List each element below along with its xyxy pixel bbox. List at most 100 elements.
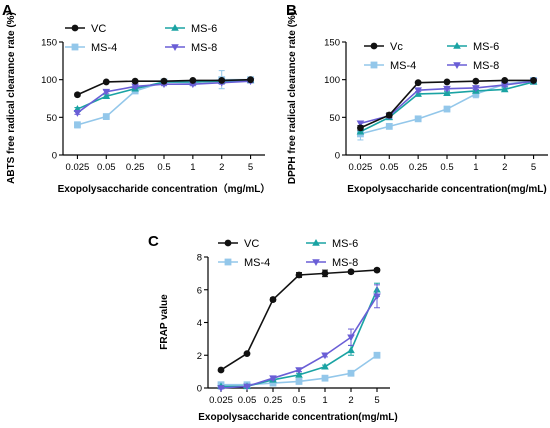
- legend-entry-ms-4: MS-4: [364, 60, 416, 72]
- x-tick-label: 1: [473, 162, 478, 173]
- data-point: [530, 77, 537, 84]
- data-point: [347, 334, 355, 342]
- legend-entry-ms-8: MS-8: [306, 257, 358, 269]
- legend-swatch-marker: [312, 239, 320, 246]
- data-point: [321, 352, 329, 360]
- x-tick-label: 0.25: [264, 395, 283, 406]
- legend-label: MS-6: [473, 41, 499, 53]
- data-point: [321, 269, 329, 277]
- x-tick-label: 5: [374, 395, 379, 406]
- data-point: [102, 113, 110, 120]
- data-point: [295, 378, 303, 385]
- legend-entry-vc: VC: [65, 23, 106, 35]
- legend-label: MS-6: [191, 23, 217, 35]
- data-point: [131, 83, 139, 91]
- data-point: [269, 375, 277, 383]
- y-axis-label: DPPH free radical clearance rate (%): [287, 12, 298, 184]
- legend-swatch-marker: [453, 62, 461, 69]
- data-point: [385, 111, 393, 119]
- data-point: [74, 121, 81, 129]
- data-point: [443, 105, 451, 113]
- data-point: [347, 369, 355, 377]
- panel-label-a: A: [2, 2, 13, 19]
- data-point: [243, 350, 251, 358]
- legend-entry-ms-6: MS-6: [165, 23, 217, 35]
- x-tick-label: 0.5: [157, 162, 170, 173]
- x-tick-label: 2: [348, 395, 353, 406]
- data-point: [269, 379, 277, 387]
- y-tick-label: 150: [41, 38, 57, 49]
- data-point: [102, 88, 111, 96]
- legend-swatch-marker: [224, 258, 232, 266]
- legend-label: Vc: [390, 41, 403, 53]
- legend-entry-ms-6: MS-6: [306, 238, 358, 250]
- legend-label: MS-8: [332, 257, 358, 269]
- legend-entry-ms-8: MS-8: [165, 42, 217, 54]
- legend-label: MS-6: [332, 238, 358, 250]
- legend-swatch-marker: [171, 44, 179, 51]
- data-point: [102, 78, 110, 86]
- x-tick-label: 0.025: [209, 395, 233, 406]
- data-point: [74, 91, 81, 99]
- series-vc: [357, 77, 537, 132]
- data-point: [500, 82, 509, 89]
- series-vc: [217, 266, 381, 374]
- x-tick-label: 5: [248, 162, 253, 173]
- data-point: [189, 77, 197, 84]
- data-point: [472, 77, 480, 85]
- x-tick-label: 0.05: [97, 162, 116, 173]
- x-tick-label: 1: [322, 395, 327, 406]
- data-point: [160, 77, 168, 85]
- data-point: [414, 115, 422, 123]
- legend-entry-ms-4: MS-4: [65, 42, 117, 54]
- x-axis-label: Exopolysaccharide concentration(mg/mL): [198, 412, 398, 423]
- data-point: [217, 385, 225, 392]
- x-tick-label: 0.025: [349, 162, 373, 173]
- x-tick-label: 0.025: [66, 162, 90, 173]
- data-point: [373, 266, 381, 274]
- data-point: [243, 383, 251, 391]
- x-tick-label: 0.5: [440, 162, 453, 173]
- legend-entry-ms-4: MS-4: [218, 257, 270, 269]
- legend-label: MS-4: [244, 257, 270, 269]
- data-point: [347, 268, 355, 276]
- data-point: [218, 77, 226, 84]
- chart-dpph: 0 50 100 150 0.025 0.05 0.25 0.5 1 2 5 DPPH free ra…: [287, 12, 548, 195]
- series-vc: [74, 76, 254, 99]
- y-tick-label: 50: [46, 113, 57, 124]
- data-point: [373, 351, 381, 359]
- data-point: [501, 77, 509, 84]
- x-tick-label: 0.05: [238, 395, 257, 406]
- x-tick-label: 2: [219, 162, 224, 173]
- data-point: [295, 271, 303, 279]
- legend-entry-ms-6: MS-6: [447, 41, 499, 53]
- y-tick-label: 0: [52, 151, 57, 162]
- data-point: [472, 85, 480, 92]
- x-tick-label: 0.25: [409, 162, 428, 173]
- legend-swatch-marker: [453, 42, 461, 49]
- y-axis-label: ABTS free radical clearance rate (%): [6, 12, 17, 184]
- data-point: [247, 76, 254, 84]
- data-point: [321, 374, 329, 382]
- legend-swatch-marker: [370, 42, 378, 50]
- data-point: [73, 110, 82, 117]
- legend-label: MS-8: [473, 60, 499, 72]
- data-point: [357, 124, 364, 132]
- x-axis-label: Exopolysaccharide concentration(mg/mL): [347, 184, 547, 195]
- x-tick-label: 0.05: [380, 162, 399, 173]
- data-point: [443, 78, 451, 86]
- data-point: [295, 370, 303, 378]
- legend-swatch-marker: [370, 61, 378, 69]
- y-tick-label: 0: [197, 384, 202, 395]
- data-point: [295, 367, 303, 374]
- data-point: [414, 79, 422, 87]
- legend-label: MS-4: [91, 42, 117, 54]
- x-tick-label: 0.25: [126, 162, 145, 173]
- legend-label: VC: [91, 23, 106, 35]
- data-point: [356, 120, 365, 128]
- y-tick-label: 150: [324, 38, 340, 49]
- chart-frap: 0 2 4 6 8 0.025 0.05 0.25 0.5 1 2 5 FRAP value Exopol…: [159, 238, 398, 423]
- legend-swatch-marker: [71, 24, 79, 32]
- data-point: [269, 296, 277, 303]
